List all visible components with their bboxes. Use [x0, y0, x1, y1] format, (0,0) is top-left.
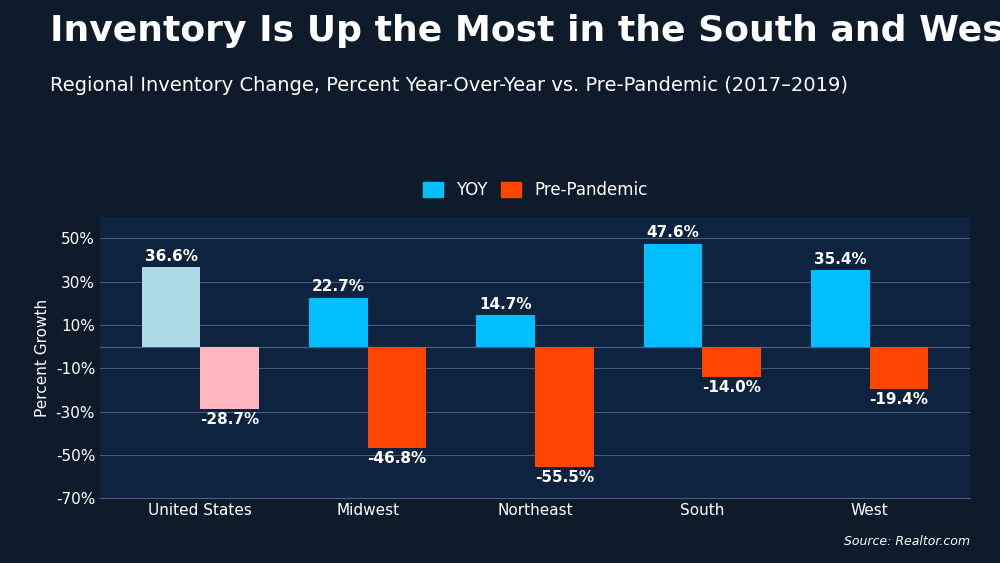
Bar: [811, 270, 870, 347]
Text: Inventory Is Up the Most in the South and West: Inventory Is Up the Most in the South an…: [50, 14, 1000, 48]
Text: -14.0%: -14.0%: [702, 380, 761, 395]
Text: 14.7%: 14.7%: [479, 297, 532, 311]
Bar: [142, 267, 200, 347]
Bar: [368, 347, 426, 448]
Text: -19.4%: -19.4%: [869, 392, 928, 407]
Text: Regional Inventory Change, Percent Year-Over-Year vs. Pre-Pandemic (2017–2019): Regional Inventory Change, Percent Year-…: [50, 76, 848, 95]
Bar: [644, 244, 702, 347]
Y-axis label: Percent Growth: Percent Growth: [35, 298, 50, 417]
Text: 36.6%: 36.6%: [145, 249, 198, 264]
Text: -28.7%: -28.7%: [200, 412, 259, 427]
Text: 35.4%: 35.4%: [814, 252, 867, 267]
Text: Source: Realtor.com: Source: Realtor.com: [844, 535, 970, 548]
Bar: [200, 347, 259, 409]
Bar: [476, 315, 535, 347]
Text: -46.8%: -46.8%: [367, 452, 427, 466]
Text: 47.6%: 47.6%: [647, 225, 699, 240]
Bar: [702, 347, 761, 377]
Text: -55.5%: -55.5%: [535, 470, 594, 485]
Bar: [870, 347, 928, 388]
Text: 22.7%: 22.7%: [312, 279, 365, 294]
Bar: [535, 347, 594, 467]
Bar: [309, 297, 368, 347]
Legend: YOY, Pre-Pandemic: YOY, Pre-Pandemic: [416, 175, 654, 205]
